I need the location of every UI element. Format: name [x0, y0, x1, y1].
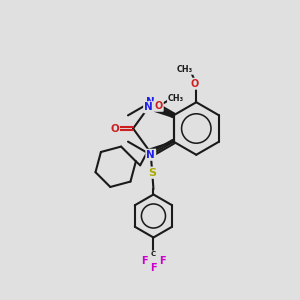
Text: CH₃: CH₃ [177, 65, 193, 74]
Text: N: N [146, 150, 155, 160]
Text: S: S [148, 168, 156, 178]
Text: O: O [191, 79, 199, 89]
Text: C: C [151, 251, 156, 257]
Text: O: O [110, 124, 119, 134]
Text: F: F [141, 256, 148, 266]
Text: O: O [154, 101, 163, 111]
Text: N: N [144, 102, 153, 112]
Text: F: F [159, 256, 166, 266]
Text: N: N [146, 97, 155, 107]
Text: CH₃: CH₃ [168, 94, 184, 103]
Text: F: F [150, 263, 157, 273]
